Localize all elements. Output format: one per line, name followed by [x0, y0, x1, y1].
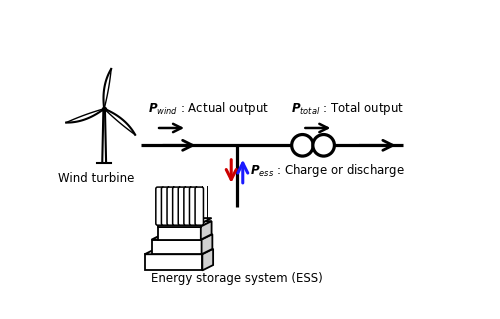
Polygon shape: [152, 240, 202, 254]
FancyBboxPatch shape: [162, 187, 170, 225]
FancyBboxPatch shape: [172, 187, 181, 225]
Text: $\boldsymbol{P}_{wind}$ : Actual output: $\boldsymbol{P}_{wind}$ : Actual output: [148, 100, 270, 117]
Polygon shape: [158, 218, 212, 224]
Text: $\boldsymbol{P}_{total}$ : Total output: $\boldsymbol{P}_{total}$ : Total output: [291, 100, 404, 117]
FancyBboxPatch shape: [190, 187, 198, 225]
Text: $\boldsymbol{P}_{ess}$ : Charge or discharge: $\boldsymbol{P}_{ess}$ : Charge or disch…: [250, 162, 406, 179]
FancyBboxPatch shape: [178, 187, 186, 225]
Polygon shape: [202, 249, 213, 271]
Polygon shape: [158, 224, 201, 226]
Text: Energy storage system (ESS): Energy storage system (ESS): [151, 272, 323, 285]
Polygon shape: [144, 254, 203, 271]
FancyBboxPatch shape: [156, 187, 164, 225]
Circle shape: [292, 135, 313, 156]
FancyBboxPatch shape: [167, 187, 175, 225]
Polygon shape: [144, 249, 213, 254]
FancyBboxPatch shape: [195, 187, 203, 225]
Circle shape: [313, 135, 334, 156]
Polygon shape: [201, 221, 211, 240]
Text: Wind turbine: Wind turbine: [58, 172, 134, 184]
Polygon shape: [158, 221, 212, 226]
Polygon shape: [202, 234, 212, 254]
Polygon shape: [158, 226, 201, 240]
Polygon shape: [152, 234, 212, 240]
FancyBboxPatch shape: [184, 187, 192, 225]
